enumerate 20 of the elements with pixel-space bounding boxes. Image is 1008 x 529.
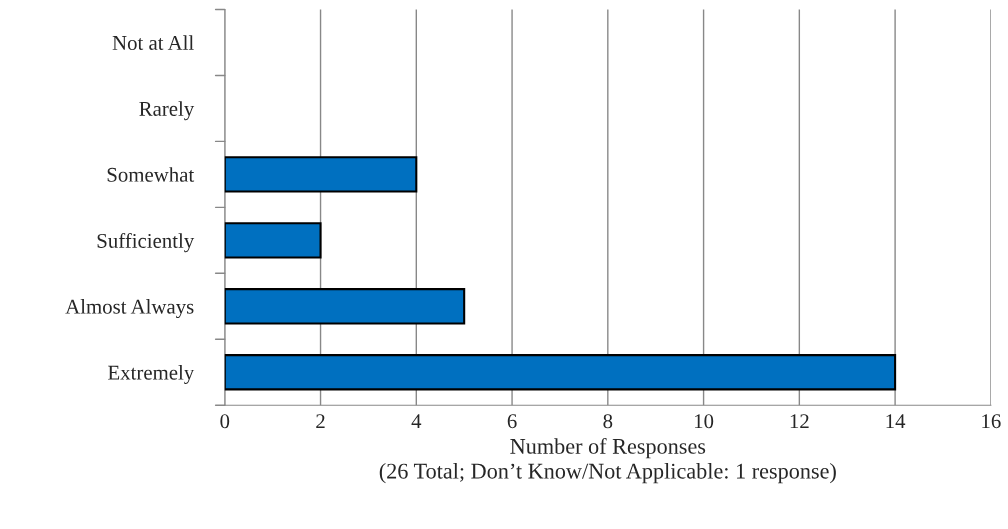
x-tick-label: 0: [220, 414, 230, 429]
x-tick-label: 4: [411, 414, 422, 428]
y-tick-label: Extremely: [108, 365, 195, 384]
bar: [224, 222, 322, 259]
y-tick-label: Almost Always: [65, 299, 194, 319]
x-tick-label: 6: [507, 414, 517, 429]
x-tick-label: 2: [316, 414, 325, 428]
bar: [224, 156, 418, 193]
y-tick-label: Sufficiently: [97, 233, 195, 253]
x-tick-label: 10: [695, 414, 714, 429]
x-tick-label: 14: [886, 414, 906, 428]
x-tick-label: 16: [982, 414, 1001, 429]
bar: [224, 288, 466, 325]
x-tick-label: 8: [603, 414, 613, 429]
y-tick-label: Somewhat: [107, 167, 195, 182]
y-tick-label: Rarely: [139, 101, 195, 121]
y-tick-label: Not at All: [112, 35, 194, 50]
bar: [224, 354, 897, 391]
x-axis-title: Number of Responses (26 Total; Don’t Know/Not Applicable: 1 response): [379, 438, 836, 484]
x-tick-label: 12: [790, 414, 809, 428]
